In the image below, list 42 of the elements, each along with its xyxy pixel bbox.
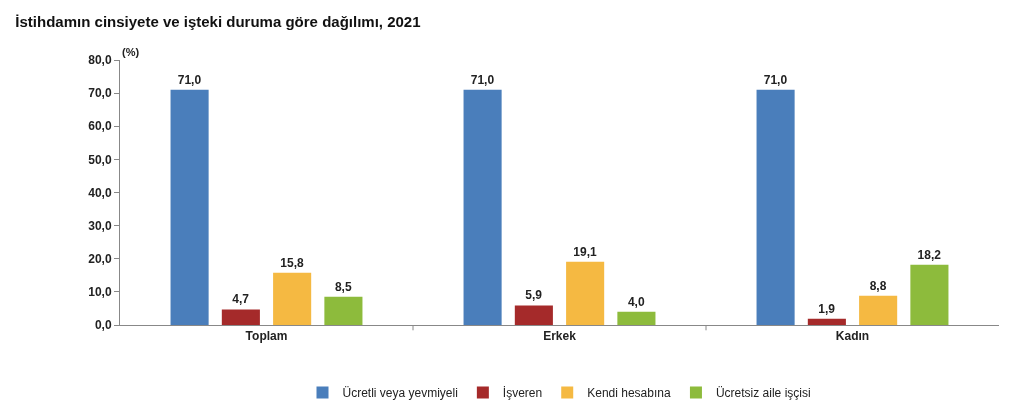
y-tick-label: 20,0 [88, 251, 112, 266]
legend-label: Ücretli veya yevmiyeli [342, 386, 458, 401]
y-tick-label: 80,0 [88, 53, 112, 68]
bar [910, 264, 949, 325]
y-tick-label: 40,0 [88, 185, 112, 200]
data-label: 8,5 [334, 279, 352, 294]
y-tick-label: 60,0 [88, 119, 112, 134]
bar [617, 311, 656, 325]
y-tick-label: 0,0 [94, 318, 112, 333]
y-tick-label: 70,0 [88, 86, 112, 101]
data-label: 71,0 [177, 72, 202, 87]
y-tick-label: 50,0 [88, 152, 112, 167]
data-label: 4,0 [627, 294, 645, 309]
data-label: 1,9 [818, 301, 836, 316]
data-label: 8,8 [869, 278, 887, 293]
data-label: 5,9 [525, 288, 543, 303]
data-label: 71,0 [763, 72, 788, 87]
bar [463, 89, 502, 325]
data-label: 18,2 [917, 247, 942, 262]
legend-label: İşveren [502, 386, 543, 401]
x-tick-label: Toplam [245, 329, 288, 344]
y-tick-label: 30,0 [88, 218, 112, 233]
bar [807, 318, 846, 325]
bar [221, 309, 260, 325]
bar [514, 305, 553, 325]
x-tick-label: Erkek [543, 329, 577, 344]
x-tick-label: Kadın [835, 329, 870, 344]
data-label: 19,1 [573, 244, 597, 259]
data-label: 71,0 [470, 72, 495, 87]
bar [273, 272, 312, 325]
y-tick-label: 10,0 [88, 285, 112, 300]
chart-title: İstihdamın cinsiyete ve işteki duruma göre dağılımı, 2021 [15, 13, 421, 31]
bar [756, 89, 795, 325]
data-label: 15,8 [280, 255, 304, 270]
y-axis-title: (%) [122, 46, 140, 58]
data-label: 4,7 [232, 292, 250, 307]
bar [170, 89, 209, 325]
bar [859, 295, 898, 325]
legend-label: Kendi hesabına [587, 386, 671, 401]
bar [324, 296, 363, 325]
bar [566, 261, 605, 325]
legend-label: Ücretsiz aile işçisi [715, 386, 811, 401]
